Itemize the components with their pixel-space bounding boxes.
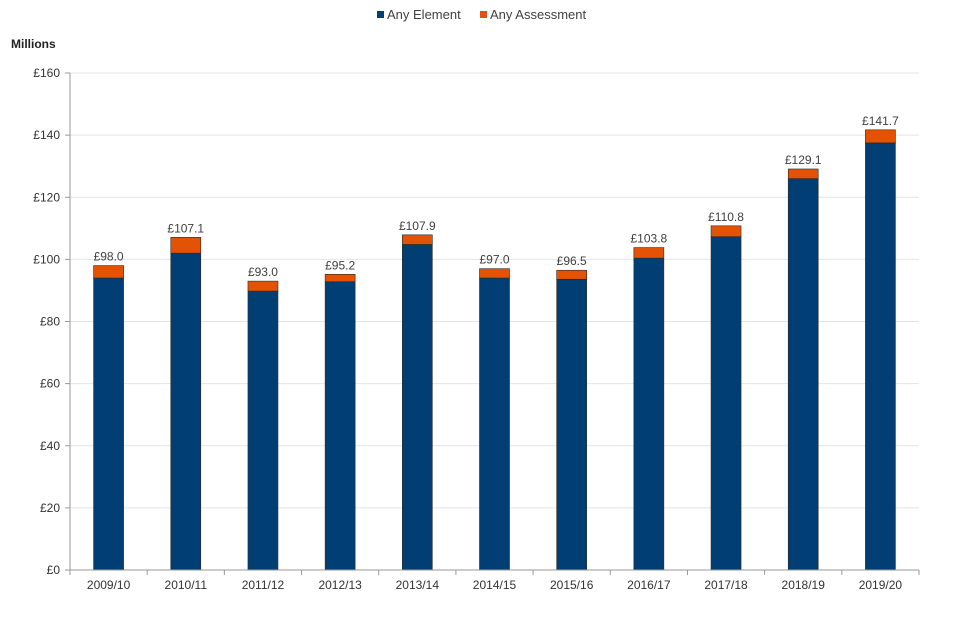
bar-any-assessment: [402, 234, 433, 245]
data-label-total: £93.0: [248, 265, 278, 279]
x-tick-label: 2009/10: [87, 578, 131, 592]
bar-any-assessment: [710, 225, 742, 237]
legend-swatch-any-assessment: [480, 11, 487, 18]
bar-any-element: [402, 244, 433, 571]
legend-swatch-any-element: [377, 11, 384, 18]
legend-label-any-element: Any Element: [387, 7, 461, 22]
bar-any-assessment: [787, 168, 819, 179]
bar-any-element: [865, 142, 896, 571]
legend-label-any-assessment: Any Assessment: [490, 7, 586, 22]
data-label-total: £110.8: [708, 210, 744, 224]
data-label-total: £141.7: [862, 114, 899, 128]
y-axis-label: Millions: [11, 37, 56, 51]
bar-any-element: [710, 236, 742, 571]
bar-any-element: [324, 281, 356, 571]
y-tick-label: £160: [33, 66, 60, 80]
data-label-total: £97.0: [479, 253, 509, 267]
data-label-total: £129.1: [785, 153, 822, 167]
x-tick-label: 2019/20: [859, 578, 903, 592]
data-label-total: £107.9: [399, 219, 436, 233]
y-tick-label: £80: [40, 315, 60, 329]
x-tick-label: 2018/19: [782, 578, 826, 592]
bar-any-assessment: [170, 237, 202, 254]
bars: [93, 129, 896, 571]
data-label-total: £103.8: [631, 232, 668, 246]
y-tick-label: £140: [33, 128, 60, 142]
y-tick-label: £120: [33, 190, 60, 204]
bar-any-assessment: [247, 280, 279, 292]
bar-any-element: [479, 277, 510, 571]
y-tick-label: £0: [47, 563, 61, 577]
bar-any-element: [787, 178, 819, 571]
bar-any-assessment: [93, 265, 124, 279]
data-label-total: £95.2: [325, 258, 355, 272]
data-labels: £98.0 £107.1 £93.0 £95.2 £107.9 £97.0 £96.5 £10…: [94, 114, 900, 279]
legend: Any Element Any Assessment: [377, 7, 586, 22]
bar-any-assessment: [633, 247, 665, 259]
bar-any-assessment: [556, 269, 587, 280]
x-tick-label: 2012/13: [318, 578, 362, 592]
bar-any-element: [556, 278, 587, 571]
data-label-total: £107.1: [167, 221, 204, 235]
bar-any-element: [93, 277, 124, 571]
axes: £0 £20 £40 £60 £80 £100 £120 £140 £160 2009/10 201…: [33, 66, 920, 592]
x-tick-label: 2017/18: [704, 578, 748, 592]
y-tick-label: £60: [40, 377, 60, 391]
x-tick-label: 2015/16: [550, 578, 594, 592]
bar-any-element: [633, 257, 665, 571]
x-tick-label: 2011/12: [242, 578, 285, 592]
bar-any-assessment: [479, 268, 510, 279]
y-tick-label: £100: [33, 252, 60, 266]
x-tick-label: 2016/17: [627, 578, 671, 592]
y-tick-label: £40: [40, 439, 60, 453]
data-label-total: £96.5: [557, 254, 587, 268]
x-tick-label: 2010/11: [165, 578, 208, 592]
y-tick-label: £20: [40, 501, 60, 515]
data-label-total: £98.0: [94, 250, 124, 264]
bar-any-assessment: [865, 129, 896, 144]
bar-any-element: [247, 290, 279, 571]
bar-any-element: [170, 252, 202, 571]
x-tick-label: 2013/14: [396, 578, 440, 592]
bar-any-assessment: [324, 273, 356, 283]
x-tick-label: 2014/15: [473, 578, 517, 592]
